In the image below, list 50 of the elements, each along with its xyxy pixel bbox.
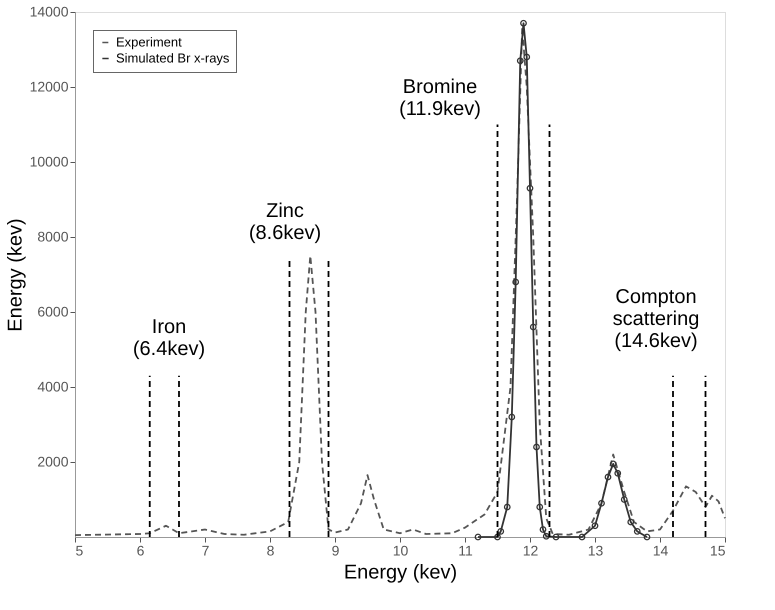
point: [592, 522, 598, 530]
point: [516, 57, 524, 64]
x-tick-label: 11: [458, 542, 473, 558]
point: [604, 474, 612, 480]
point: [542, 532, 550, 540]
x-tick-label: 8: [266, 542, 275, 558]
point: [530, 324, 537, 330]
y-tick-label: 8000: [37, 228, 69, 244]
point: [620, 496, 628, 503]
point: [627, 518, 634, 526]
annotation: Compton scattering (14.6kev): [612, 286, 700, 352]
point: [504, 504, 511, 510]
x-tick-label: 7: [202, 542, 210, 558]
point: [598, 500, 605, 507]
x-tick-label: 9: [332, 542, 340, 558]
point: [536, 504, 544, 510]
point: [614, 470, 622, 477]
y-tick-label: 6000: [37, 304, 69, 320]
point: [508, 414, 516, 420]
x-tick-label: 12: [522, 542, 538, 558]
y-tick-label: 2000: [37, 454, 69, 470]
y-tick-label: 12000: [30, 78, 69, 94]
y-tick-label: 10000: [30, 154, 69, 170]
point: [497, 528, 504, 535]
x-axis-title: Energy (kev): [344, 562, 458, 584]
annotation: Bromine (11.9kev): [399, 76, 481, 120]
x-tick-label: 14: [652, 542, 668, 558]
point: [540, 526, 546, 533]
x-tick-label: 5: [76, 542, 84, 558]
x-tick-label: 15: [710, 542, 726, 558]
point: [533, 444, 540, 450]
legend-label: Experiment: [116, 34, 182, 50]
point: [552, 534, 560, 540]
y-tick-label: 4000: [37, 378, 69, 394]
annotation: Iron (6.4kev): [132, 316, 206, 360]
point: [494, 534, 501, 540]
point: [512, 278, 520, 286]
x-tick-label: 13: [588, 542, 604, 558]
point: [610, 460, 617, 468]
point: [520, 20, 527, 27]
point: [578, 534, 586, 540]
x-tick-label: 6: [136, 542, 145, 558]
point: [523, 54, 530, 60]
point: [526, 184, 534, 192]
y-axis-title: Energy (kev): [4, 218, 27, 332]
annotation: Zinc (8.6kev): [248, 200, 322, 244]
legend-label: Simulated Br x-rays: [116, 50, 230, 66]
point: [634, 528, 641, 535]
y-tick-label: 14000: [30, 4, 69, 20]
x-tick-label: 10: [392, 542, 408, 558]
